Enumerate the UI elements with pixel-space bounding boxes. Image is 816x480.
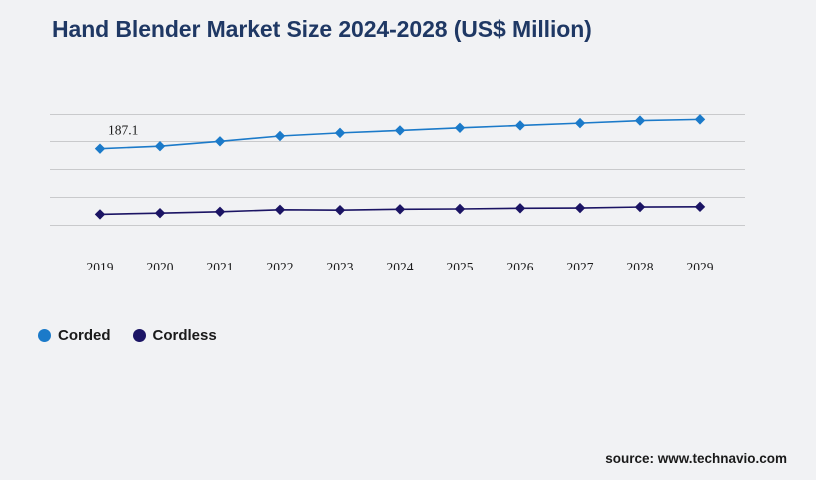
x-axis-tick-2021: 2021	[207, 260, 234, 270]
series-group	[94, 114, 706, 220]
data-point-corded-2028[interactable]	[634, 115, 646, 126]
line-chart-svg: 187.1 2019 2020 2021 2022 2023 2024 2025 2026 20…	[50, 114, 745, 270]
x-axis-tick-2026: 2026	[507, 260, 534, 270]
data-point-cordless-2029[interactable]	[694, 201, 706, 213]
data-point-corded-2019[interactable]	[94, 143, 106, 154]
x-axis-tick-2029: 2029	[687, 260, 714, 270]
legend-label-cordless: Cordless	[152, 326, 217, 344]
data-point-cordless-2023[interactable]	[334, 204, 346, 216]
x-axis-labels-group: 2019 2020 2021 2022 2023 2024 2025 2026 2027 2028…	[87, 260, 714, 270]
data-point-corded-2029[interactable]	[694, 114, 706, 125]
data-point-corded-2021[interactable]	[214, 136, 226, 147]
x-axis-tick-2027: 2027	[567, 260, 594, 270]
legend-swatch-cordless	[132, 328, 146, 342]
chart-legend: Corded Cordless	[38, 322, 217, 348]
data-point-cordless-2021[interactable]	[214, 206, 226, 217]
x-axis-tick-2025: 2025	[447, 260, 474, 270]
data-point-cordless-2020[interactable]	[154, 207, 166, 219]
legend-item-corded[interactable]: Corded	[38, 327, 111, 344]
data-point-cordless-2027[interactable]	[574, 202, 586, 214]
data-point-cordless-2026[interactable]	[514, 203, 526, 214]
x-axis-tick-2020: 2020	[147, 260, 174, 270]
gridlines-group	[50, 114, 745, 226]
data-point-corded-2024[interactable]	[394, 125, 406, 136]
data-point-corded-2022[interactable]	[274, 130, 286, 142]
x-axis-tick-2019: 2019	[87, 260, 114, 270]
data-point-cordless-2024[interactable]	[394, 204, 406, 215]
data-point-cordless-2022[interactable]	[274, 204, 286, 215]
data-label-corded-2019: 187.1	[108, 123, 138, 138]
data-labels-group: 187.1	[108, 123, 138, 138]
legend-label-corded: Corded	[58, 326, 111, 344]
x-axis-tick-2022: 2022	[267, 260, 294, 270]
data-point-corded-2025[interactable]	[454, 122, 466, 133]
plot-area: 187.1 2019 2020 2021 2022 2023 2024 2025 2026 20…	[0, 90, 816, 270]
data-point-cordless-2025[interactable]	[454, 203, 466, 215]
data-point-corded-2026[interactable]	[514, 120, 526, 131]
x-axis-tick-2024: 2024	[387, 260, 414, 270]
x-axis-tick-2028: 2028	[627, 260, 654, 270]
data-point-cordless-2028[interactable]	[634, 201, 646, 213]
legend-swatch-corded	[38, 328, 51, 342]
data-point-corded-2027[interactable]	[574, 117, 586, 129]
x-axis-tick-2023: 2023	[327, 260, 354, 270]
data-point-corded-2020[interactable]	[154, 141, 166, 152]
page-title: Hand Blender Market Size 2024-2028 (US$ …	[52, 16, 592, 42]
data-point-cordless-2019[interactable]	[94, 209, 106, 220]
data-point-corded-2023[interactable]	[334, 127, 346, 139]
legend-item-cordless[interactable]: Cordless	[132, 326, 217, 344]
source-note: source: www.technavio.com	[605, 451, 787, 466]
